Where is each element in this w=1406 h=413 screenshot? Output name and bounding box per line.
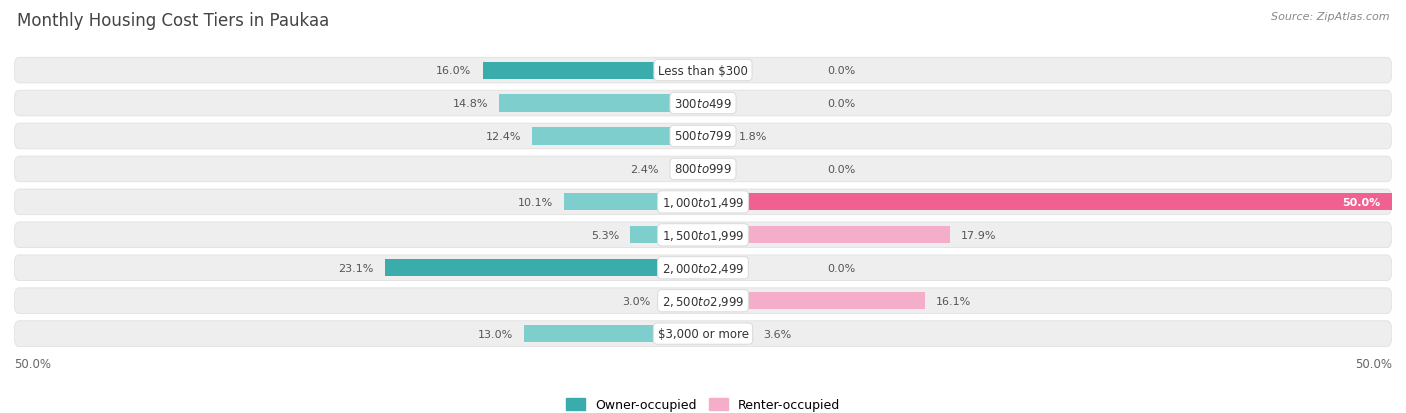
- Text: 23.1%: 23.1%: [339, 263, 374, 273]
- Bar: [630, 227, 703, 244]
- FancyBboxPatch shape: [14, 190, 1392, 215]
- Text: 0.0%: 0.0%: [827, 99, 855, 109]
- Bar: [499, 95, 703, 112]
- Text: $1,500 to $1,999: $1,500 to $1,999: [662, 228, 744, 242]
- Text: $1,000 to $1,499: $1,000 to $1,499: [662, 195, 744, 209]
- FancyBboxPatch shape: [14, 91, 1392, 116]
- Text: $800 to $999: $800 to $999: [673, 163, 733, 176]
- Text: 0.0%: 0.0%: [827, 164, 855, 175]
- Bar: [524, 325, 703, 342]
- FancyBboxPatch shape: [14, 223, 1392, 248]
- FancyBboxPatch shape: [14, 58, 1392, 84]
- Text: $300 to $499: $300 to $499: [673, 97, 733, 110]
- Text: $2,000 to $2,499: $2,000 to $2,499: [662, 261, 744, 275]
- FancyBboxPatch shape: [14, 255, 1392, 281]
- FancyBboxPatch shape: [14, 124, 1392, 150]
- Text: 14.8%: 14.8%: [453, 99, 488, 109]
- Text: 16.1%: 16.1%: [936, 296, 972, 306]
- FancyBboxPatch shape: [14, 157, 1392, 182]
- Text: 10.1%: 10.1%: [517, 197, 553, 207]
- Text: 13.0%: 13.0%: [478, 329, 513, 339]
- Text: 17.9%: 17.9%: [960, 230, 997, 240]
- Text: Monthly Housing Cost Tiers in Paukaa: Monthly Housing Cost Tiers in Paukaa: [17, 12, 329, 30]
- Text: 50.0%: 50.0%: [1343, 197, 1381, 207]
- Bar: [669, 161, 703, 178]
- Bar: [703, 325, 752, 342]
- Legend: Owner-occupied, Renter-occupied: Owner-occupied, Renter-occupied: [561, 393, 845, 413]
- FancyBboxPatch shape: [14, 321, 1392, 347]
- Bar: [385, 259, 703, 277]
- Text: $500 to $799: $500 to $799: [673, 130, 733, 143]
- Text: 50.0%: 50.0%: [14, 358, 51, 370]
- Text: 3.6%: 3.6%: [763, 329, 792, 339]
- Text: 2.4%: 2.4%: [630, 164, 659, 175]
- Text: 3.0%: 3.0%: [623, 296, 651, 306]
- Text: $2,500 to $2,999: $2,500 to $2,999: [662, 294, 744, 308]
- Text: 16.0%: 16.0%: [436, 66, 471, 76]
- Text: 12.4%: 12.4%: [485, 132, 522, 142]
- FancyBboxPatch shape: [14, 288, 1392, 314]
- Text: 1.8%: 1.8%: [738, 132, 768, 142]
- Bar: [564, 194, 703, 211]
- Bar: [662, 292, 703, 309]
- Bar: [482, 62, 703, 79]
- Bar: [703, 292, 925, 309]
- Text: $3,000 or more: $3,000 or more: [658, 328, 748, 340]
- Bar: [703, 227, 949, 244]
- Bar: [703, 194, 1392, 211]
- Text: Source: ZipAtlas.com: Source: ZipAtlas.com: [1271, 12, 1389, 22]
- Text: 0.0%: 0.0%: [827, 263, 855, 273]
- Text: Less than $300: Less than $300: [658, 64, 748, 77]
- Text: 5.3%: 5.3%: [591, 230, 619, 240]
- Bar: [703, 128, 728, 145]
- Text: 50.0%: 50.0%: [1355, 358, 1392, 370]
- Bar: [531, 128, 703, 145]
- Text: 0.0%: 0.0%: [827, 66, 855, 76]
